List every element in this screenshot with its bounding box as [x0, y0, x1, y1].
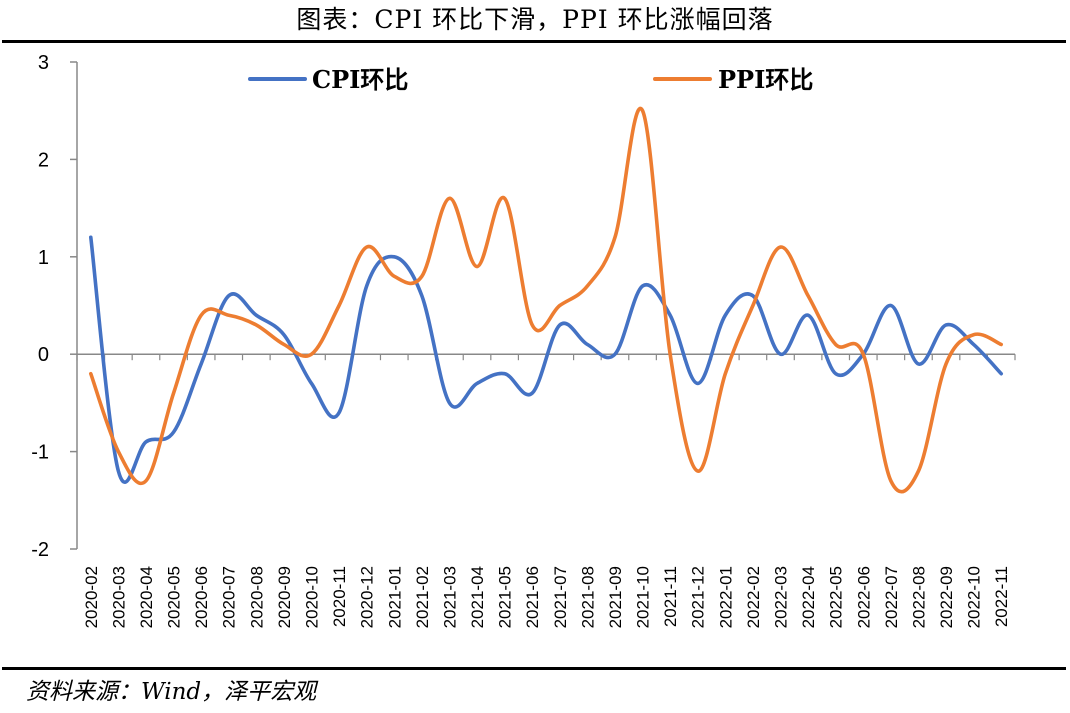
y-tick-label: 1 [38, 247, 49, 269]
y-tick-label: 3 [38, 52, 49, 74]
x-tick-label: 2022-03 [772, 566, 791, 628]
y-tick-label: -2 [31, 539, 49, 561]
source-note: 资料来源：Wind，泽平宏观 [26, 679, 317, 705]
source-rule [2, 667, 1066, 670]
x-axis: 2020-02 2020-03 2020-04 2020-05 2020-06 2020-… [76, 353, 1016, 628]
x-tick-label: 2021-04 [468, 566, 487, 628]
x-tick-label: 2022-01 [716, 566, 735, 628]
x-tick-label: 2020-06 [192, 566, 211, 628]
y-tick-label: 0 [38, 344, 49, 366]
x-tick-label: 2022-06 [854, 566, 873, 628]
x-tick-label: 2021-10 [634, 566, 653, 628]
ppi-series-line [88, 106, 1004, 494]
x-tick-label: 2020-08 [247, 566, 266, 628]
x-tick-label: 2022-10 [965, 566, 984, 628]
x-tick-label: 2020-02 [82, 566, 101, 628]
x-tick-label: 2020-10 [303, 566, 322, 628]
x-tick-label: 2022-05 [827, 566, 846, 628]
x-tick-label: 2021-12 [689, 566, 708, 628]
x-tick-label: 2021-09 [606, 566, 625, 628]
x-tick-label: 2020-09 [275, 566, 294, 628]
x-tick-label: 2022-04 [799, 566, 818, 628]
x-tick-label: 2020-07 [220, 566, 239, 628]
x-tick-label: 2022-09 [937, 566, 956, 628]
x-tick-label: 2020-03 [109, 566, 128, 628]
x-tick-label: 2021-08 [578, 566, 597, 628]
x-tick-label: 2022-08 [909, 566, 928, 628]
ppi-legend-label: PPI环比 [718, 65, 813, 94]
x-tick-label: 2021-01 [385, 566, 404, 628]
x-tick-label: 2022-11 [992, 566, 1011, 627]
title-rule [2, 40, 1066, 43]
x-tick-label: 2021-05 [496, 566, 515, 628]
series-layer [88, 106, 1004, 494]
cpi-legend-label: CPI环比 [312, 65, 408, 94]
x-tick-label: 2020-04 [137, 566, 156, 628]
x-tick-label: 2020-05 [165, 566, 184, 628]
y-tick-label: 2 [38, 149, 49, 171]
cpi-series-line [88, 235, 1004, 484]
x-tick-label: 2021-06 [523, 566, 542, 628]
x-tick-label: 2022-07 [882, 566, 901, 628]
x-tick-label: 2021-03 [440, 566, 459, 628]
legend: CPI环比 PPI环比 [248, 65, 813, 94]
x-tick-label: 2022-02 [744, 566, 763, 628]
x-tick-label: 2021-11 [661, 566, 680, 627]
x-tick-label: 2021-02 [413, 566, 432, 628]
x-tick-label: 2020-11 [330, 566, 349, 627]
chart-title: 图表：CPI 环比下滑，PPI 环比涨幅回落 [296, 5, 774, 34]
x-tick-label: 2020-12 [358, 566, 377, 628]
y-tick-label: -1 [31, 442, 49, 464]
y-axis: 3 2 1 0 -1 -2 [31, 52, 78, 561]
x-tick-label: 2021-07 [551, 566, 570, 628]
